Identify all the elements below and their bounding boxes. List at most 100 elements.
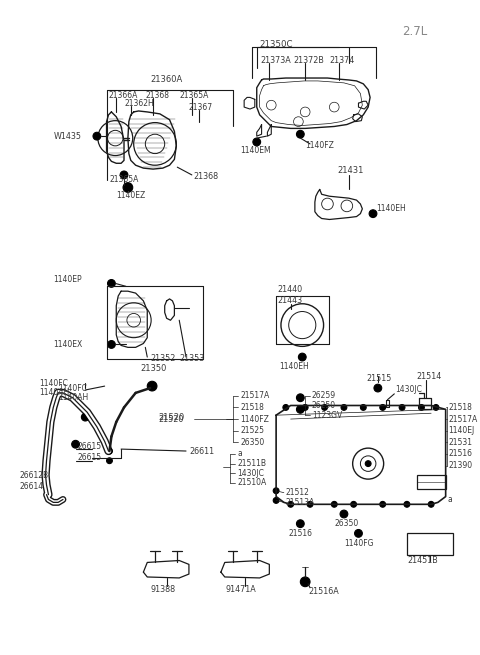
Circle shape	[108, 280, 115, 288]
Circle shape	[302, 405, 308, 410]
Text: 1140EH: 1140EH	[279, 362, 309, 371]
Text: 21517A: 21517A	[449, 415, 478, 424]
Circle shape	[300, 577, 310, 587]
Text: 21368: 21368	[145, 91, 169, 100]
Circle shape	[297, 520, 304, 527]
Text: 21367: 21367	[189, 103, 213, 111]
Text: 21365A: 21365A	[109, 176, 139, 184]
Text: W1435: W1435	[53, 132, 81, 141]
Text: 1140FZ: 1140FZ	[240, 415, 269, 424]
Circle shape	[93, 132, 101, 140]
Text: 21431: 21431	[337, 166, 363, 175]
Circle shape	[253, 138, 261, 146]
Text: 21366A: 21366A	[108, 91, 138, 100]
Text: 21511B: 21511B	[238, 459, 266, 468]
Text: 1430JC: 1430JC	[396, 386, 422, 394]
Text: 2.7L: 2.7L	[402, 25, 427, 38]
Text: 1140FC: 1140FC	[58, 384, 87, 392]
Circle shape	[340, 510, 348, 518]
Bar	[407, 533, 454, 555]
Text: 21520: 21520	[158, 413, 184, 422]
Text: 26250: 26250	[312, 401, 336, 410]
Circle shape	[351, 502, 357, 507]
Text: 21510A: 21510A	[238, 479, 266, 487]
Circle shape	[428, 502, 434, 507]
Text: 21525: 21525	[240, 426, 264, 435]
Circle shape	[147, 381, 157, 391]
Text: 21350: 21350	[141, 364, 167, 373]
Circle shape	[419, 405, 424, 410]
Text: 21515: 21515	[366, 374, 392, 383]
Text: 21517A: 21517A	[240, 391, 270, 400]
Text: 21374: 21374	[329, 56, 355, 65]
Text: 21362H: 21362H	[124, 99, 154, 107]
Circle shape	[380, 405, 385, 410]
Text: 21350C: 21350C	[260, 39, 293, 48]
Text: 21390: 21390	[449, 461, 473, 470]
Text: 26615: 26615	[77, 441, 102, 451]
Text: 91388: 91388	[150, 585, 175, 594]
Circle shape	[123, 183, 133, 193]
Text: 1140EM: 1140EM	[240, 146, 271, 155]
Circle shape	[399, 405, 405, 410]
Text: 1140AH: 1140AH	[39, 388, 69, 398]
Text: 1140AH: 1140AH	[58, 393, 88, 402]
Text: 21352: 21352	[150, 354, 176, 364]
Text: 21368: 21368	[194, 172, 219, 181]
Circle shape	[72, 440, 80, 448]
Text: 1140EX: 1140EX	[53, 340, 83, 349]
Text: a: a	[448, 495, 452, 504]
Text: 26611: 26611	[189, 447, 214, 455]
Text: 1140EJ: 1140EJ	[449, 426, 475, 435]
Text: 21513A: 21513A	[286, 498, 315, 507]
Circle shape	[374, 384, 382, 392]
Text: 1140EP: 1140EP	[53, 275, 82, 284]
Text: 26612B: 26612B	[19, 471, 48, 479]
Circle shape	[341, 405, 347, 410]
Text: 1140FZ: 1140FZ	[305, 141, 334, 151]
Text: 21512: 21512	[286, 488, 310, 497]
Circle shape	[273, 488, 279, 494]
Text: 21518: 21518	[240, 403, 264, 412]
Circle shape	[120, 171, 128, 179]
Text: 21365A: 21365A	[179, 91, 209, 100]
Circle shape	[404, 502, 410, 507]
Text: 21373A: 21373A	[261, 56, 291, 65]
Circle shape	[355, 529, 362, 537]
Circle shape	[297, 394, 304, 402]
Text: 21531: 21531	[449, 438, 473, 447]
Text: 1140EZ: 1140EZ	[116, 191, 145, 200]
Text: 21518: 21518	[449, 403, 472, 412]
Circle shape	[331, 502, 337, 507]
Circle shape	[82, 413, 89, 421]
Text: 21372B: 21372B	[294, 56, 324, 65]
Circle shape	[107, 458, 112, 464]
Text: 26350: 26350	[240, 438, 264, 447]
Circle shape	[433, 405, 439, 410]
Circle shape	[283, 405, 288, 410]
Text: 21443: 21443	[277, 296, 302, 305]
Text: 26614: 26614	[19, 482, 44, 491]
Circle shape	[108, 341, 115, 348]
Text: a: a	[238, 449, 242, 458]
Text: 26350: 26350	[334, 519, 359, 528]
Circle shape	[380, 502, 385, 507]
Text: 21514: 21514	[417, 372, 442, 381]
Text: 1123GV: 1123GV	[312, 411, 342, 420]
Text: 21516A: 21516A	[308, 587, 339, 596]
Text: 1140FC: 1140FC	[39, 379, 68, 388]
Text: 21520: 21520	[158, 415, 183, 424]
Text: 1430JC: 1430JC	[238, 469, 264, 477]
Circle shape	[273, 498, 279, 503]
Text: 1140EH: 1140EH	[376, 204, 406, 214]
Circle shape	[288, 502, 294, 507]
Text: 21440: 21440	[277, 285, 302, 293]
Text: 91471A: 91471A	[226, 585, 256, 594]
Circle shape	[307, 502, 313, 507]
Circle shape	[360, 405, 366, 410]
Text: 21360A: 21360A	[150, 75, 182, 84]
Circle shape	[369, 210, 377, 217]
Text: 21516: 21516	[449, 449, 473, 458]
Text: 21451B: 21451B	[407, 556, 438, 565]
Circle shape	[322, 405, 327, 410]
